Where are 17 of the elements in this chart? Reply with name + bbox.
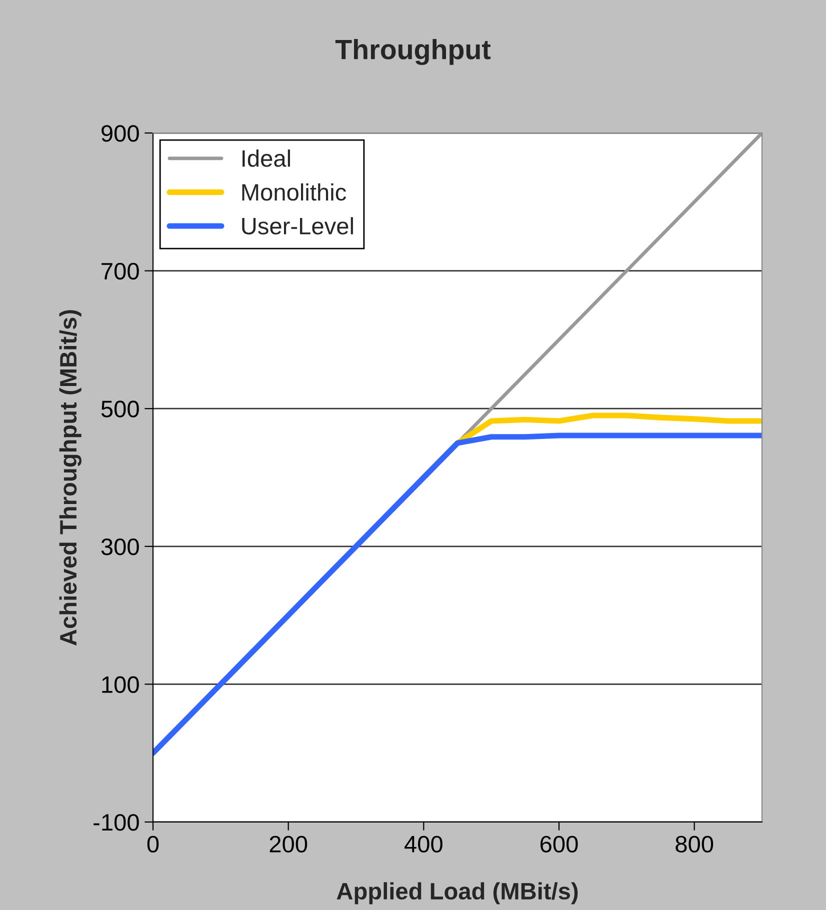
y-tick-label: 300 xyxy=(101,538,139,556)
x-tick-label: 200 xyxy=(270,836,308,853)
y-axis-title: Achieved Throughput (MBit/s) xyxy=(59,310,82,646)
y-tick-label: 900 xyxy=(102,125,139,142)
legend-label: Ideal xyxy=(242,150,290,167)
y-tick-label: -100 xyxy=(94,814,139,831)
x-tick-label: 400 xyxy=(404,836,442,853)
y-tick-label: 500 xyxy=(101,400,139,418)
x-tick-label: 800 xyxy=(676,836,714,853)
y-tick-label: 100 xyxy=(102,676,139,693)
chart-title: Throughput xyxy=(335,38,491,66)
x-tick-label: 600 xyxy=(540,836,578,853)
y-tick-label: 700 xyxy=(102,262,139,280)
x-axis-title: Applied Load (MBit/s) xyxy=(336,882,578,904)
legend-label: Monolithic xyxy=(242,183,346,201)
legend-label: User-Level xyxy=(242,217,353,234)
x-tick-label: 0 xyxy=(147,836,159,853)
